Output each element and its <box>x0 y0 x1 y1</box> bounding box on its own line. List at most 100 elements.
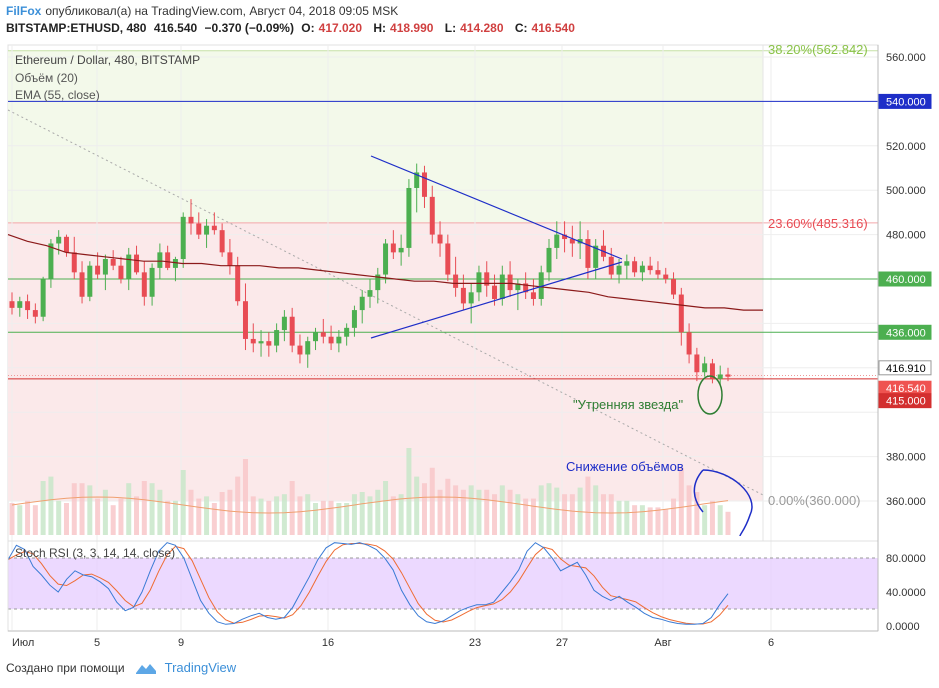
volume-bar <box>40 481 46 535</box>
candle-body <box>375 274 381 291</box>
volume-bar <box>359 492 365 535</box>
volume-bar <box>686 485 692 535</box>
volume-bar <box>87 485 93 535</box>
fib-0-label: 0.00%(360.000) <box>768 493 861 508</box>
volume-bar <box>289 481 295 535</box>
candle-body <box>694 354 700 373</box>
candle-body <box>274 330 280 346</box>
candle-body <box>359 296 365 311</box>
candle-body <box>25 301 31 311</box>
volume-bar <box>523 498 529 535</box>
candle-body <box>102 259 108 275</box>
candle-body <box>134 254 140 273</box>
candle-body <box>717 374 723 379</box>
candle-body <box>242 301 248 339</box>
candle-body <box>305 341 311 355</box>
price-badge-label: 416.910 <box>886 363 926 375</box>
volume-bar <box>274 496 280 535</box>
candle-body <box>227 252 233 266</box>
candle-body <box>95 265 101 275</box>
candle-body <box>196 223 202 235</box>
candle-body <box>157 252 163 268</box>
volume-bar <box>562 494 568 535</box>
volume-bar <box>313 503 319 535</box>
candle-body <box>593 245 599 268</box>
volume-bar <box>429 467 435 535</box>
price-badge-label: 416.540 <box>886 383 926 395</box>
candle-body <box>9 301 15 308</box>
price-badge <box>878 360 932 376</box>
time-tick-label: Июл <box>12 637 34 649</box>
candle-body <box>499 274 505 299</box>
volume-bar <box>196 498 202 535</box>
candle-body <box>437 234 443 244</box>
time-tick-label: 23 <box>469 637 481 649</box>
price-badge-label: 460.000 <box>886 274 926 286</box>
legend-ema: EMA (55, close) <box>15 88 100 102</box>
volume-bar <box>492 494 498 535</box>
author-name[interactable]: FilFox <box>6 4 42 18</box>
candle-body <box>515 283 521 291</box>
price-badge-label: 415.000 <box>886 396 926 408</box>
candle-body <box>79 272 85 297</box>
volume-bar <box>421 483 427 535</box>
candle-body <box>336 336 342 344</box>
candle-body <box>562 234 568 240</box>
candle-body <box>110 259 116 266</box>
candle-body <box>702 363 708 373</box>
candle-body <box>17 301 23 308</box>
volume-bar <box>383 481 389 535</box>
price-badge <box>878 393 932 409</box>
candle-body <box>40 279 46 317</box>
candle-body <box>266 341 272 346</box>
candle-body <box>398 247 404 253</box>
volume-bar <box>204 496 210 535</box>
volume-bar <box>9 503 15 535</box>
price-tick-label: 520.000 <box>886 141 926 153</box>
volume-bar <box>468 485 474 535</box>
volume-bar <box>242 459 248 535</box>
stoch-k-line <box>7 542 729 625</box>
candle-body <box>709 363 715 379</box>
candle-body <box>126 254 132 279</box>
candle-body <box>63 236 69 253</box>
volume-bar <box>398 494 404 535</box>
volume-bar <box>351 494 357 535</box>
price-badge-label: 540.000 <box>886 96 926 108</box>
candle-body <box>624 261 630 266</box>
candle-body <box>149 267 155 297</box>
volume-bar <box>336 503 342 535</box>
volume-bar <box>48 476 54 535</box>
candle-body <box>639 265 645 273</box>
time-tick-label: 16 <box>322 637 334 649</box>
volume-bar <box>632 505 638 535</box>
tradingview-logo-icon <box>135 663 156 674</box>
morning-star-circle <box>697 375 723 415</box>
time-tick-label: 5 <box>94 637 100 649</box>
price-tick-label: 480.000 <box>886 230 926 242</box>
volume-bar <box>655 507 661 535</box>
open-label: O: <box>301 21 315 35</box>
candle-body <box>616 265 622 275</box>
volume-bar <box>390 496 396 535</box>
volume-bar <box>717 505 723 535</box>
triangle-lower-line <box>370 261 623 339</box>
volume-bar <box>320 500 326 535</box>
volume-bar <box>639 505 645 535</box>
candle-body <box>671 279 677 295</box>
candle-body <box>453 274 459 288</box>
tradingview-link[interactable]: TradingView <box>164 660 237 675</box>
open-value: 417.020 <box>318 21 363 35</box>
legend-volume: Объём (20) <box>15 71 78 85</box>
candle-body <box>390 243 396 253</box>
candle-body <box>632 261 638 273</box>
price-badge <box>878 271 932 287</box>
candle-body <box>523 283 529 293</box>
candle-body <box>250 338 256 344</box>
candle-body <box>32 310 38 317</box>
volume-bar <box>616 500 622 535</box>
volume-bar <box>608 494 614 535</box>
time-tick-label: 6 <box>768 637 774 649</box>
stoch-tick-label: 40.0000 <box>886 587 926 599</box>
